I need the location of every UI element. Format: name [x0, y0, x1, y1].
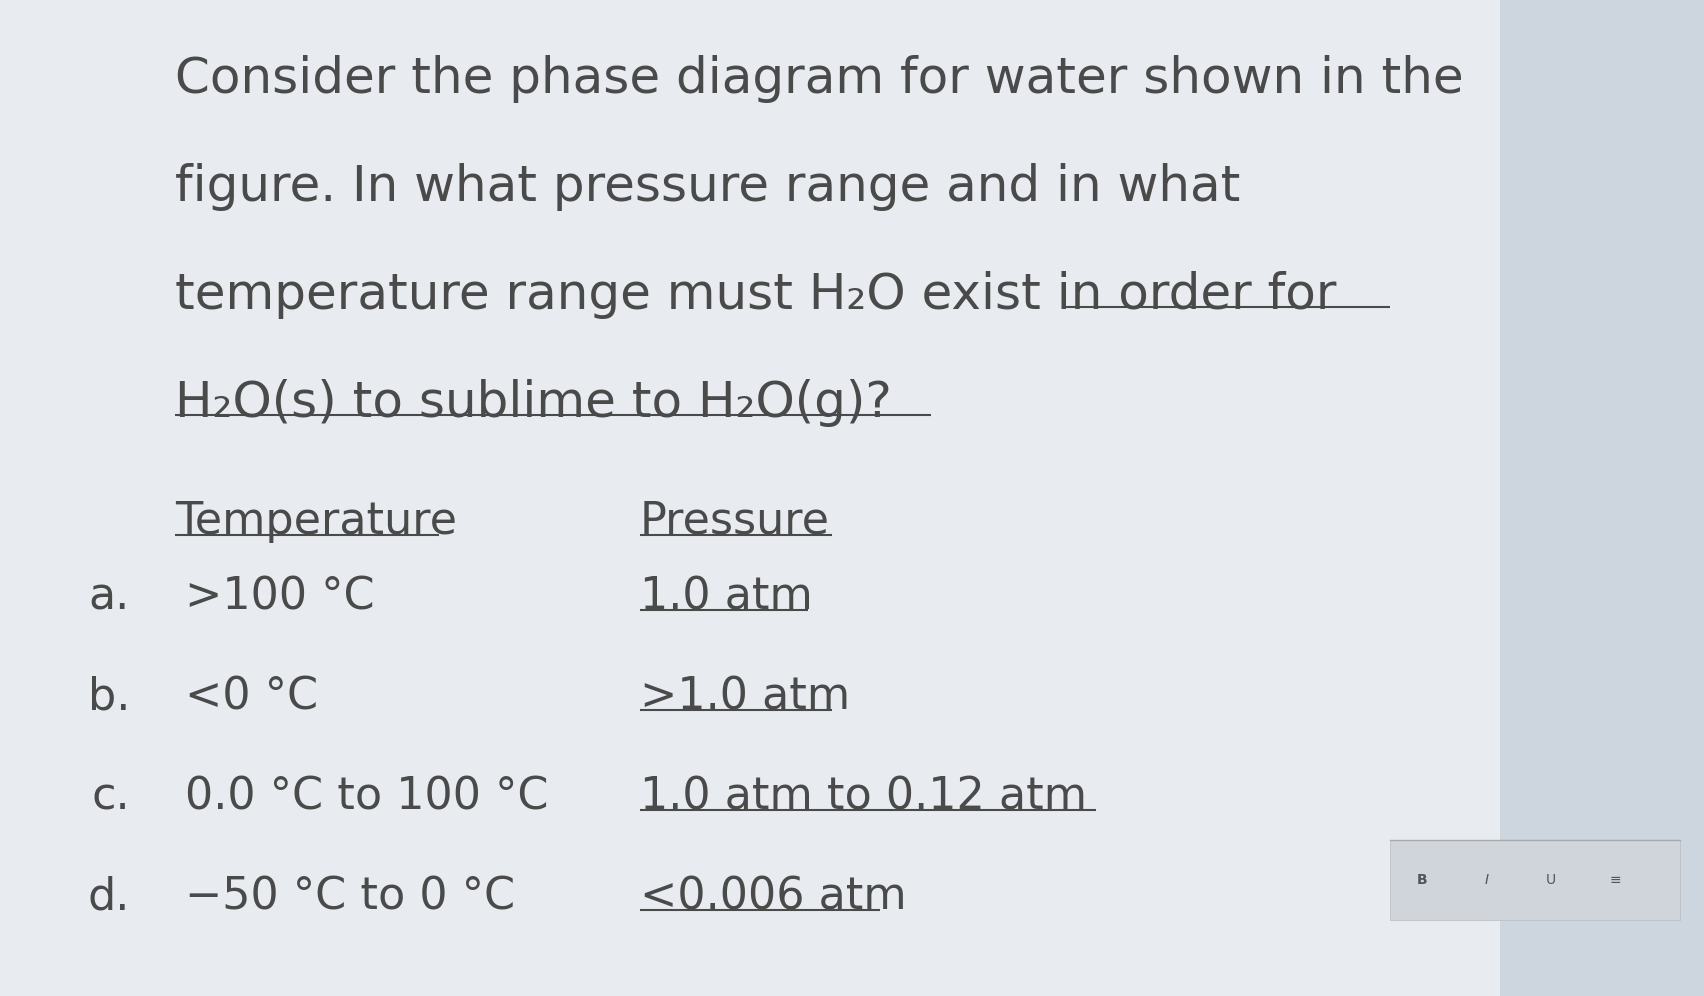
Text: a.: a.: [89, 575, 130, 618]
Text: Pressure: Pressure: [641, 500, 830, 543]
Text: <0.006 atm: <0.006 atm: [641, 875, 907, 918]
FancyBboxPatch shape: [0, 0, 1500, 996]
Text: <0 °C: <0 °C: [186, 675, 319, 718]
FancyBboxPatch shape: [1390, 840, 1680, 920]
Text: 1.0 atm to 0.12 atm: 1.0 atm to 0.12 atm: [641, 775, 1087, 818]
Text: B: B: [1418, 873, 1428, 887]
Text: >1.0 atm: >1.0 atm: [641, 675, 850, 718]
Text: Temperature: Temperature: [176, 500, 457, 543]
Text: ≡: ≡: [1610, 873, 1622, 887]
Text: Consider the phase diagram for water shown in the: Consider the phase diagram for water sho…: [176, 55, 1464, 103]
Text: d.: d.: [87, 875, 130, 918]
Text: −50 °C to 0 °C: −50 °C to 0 °C: [186, 875, 515, 918]
Text: H₂O(s) to sublime to H₂O(g)?: H₂O(s) to sublime to H₂O(g)?: [176, 379, 891, 427]
Text: >100 °C: >100 °C: [186, 575, 375, 618]
Text: b.: b.: [87, 675, 130, 718]
Text: figure. In what pressure range and in what: figure. In what pressure range and in wh…: [176, 163, 1241, 211]
Text: c.: c.: [92, 775, 130, 818]
Text: I: I: [1484, 873, 1489, 887]
Text: U: U: [1546, 873, 1556, 887]
Text: 1.0 atm: 1.0 atm: [641, 575, 813, 618]
Text: temperature range must H₂O exist in order for: temperature range must H₂O exist in orde…: [176, 271, 1336, 319]
Text: 0.0 °C to 100 °C: 0.0 °C to 100 °C: [186, 775, 549, 818]
